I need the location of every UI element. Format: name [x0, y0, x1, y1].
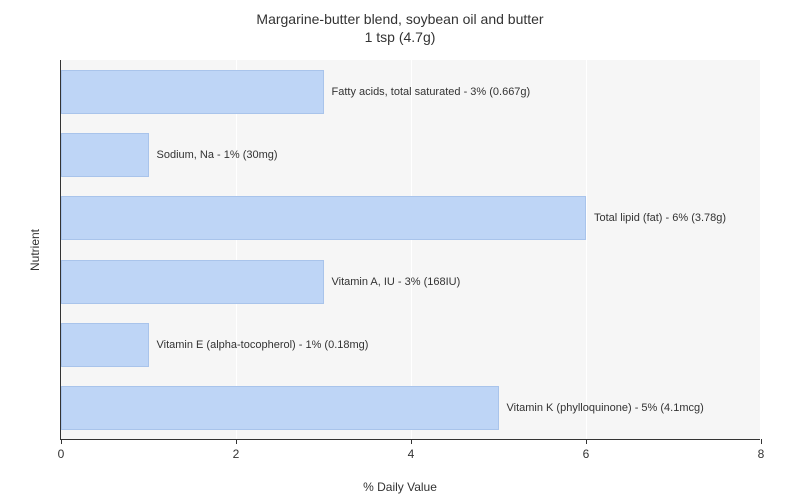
- gridline: [411, 60, 412, 439]
- x-tick: [411, 439, 412, 444]
- x-tick: [761, 439, 762, 444]
- x-tick: [61, 439, 62, 444]
- bar-label: Sodium, Na - 1% (30mg): [151, 133, 278, 177]
- x-tick-label: 4: [408, 447, 415, 461]
- x-tick: [236, 439, 237, 444]
- bar: [61, 260, 324, 304]
- bar-label: Fatty acids, total saturated - 3% (0.667…: [326, 70, 531, 114]
- x-tick-label: 8: [758, 447, 765, 461]
- y-axis-label: Nutrient: [28, 229, 42, 271]
- gridline: [586, 60, 587, 439]
- bar-label: Vitamin K (phylloquinone) - 5% (4.1mcg): [501, 386, 704, 430]
- nutrient-chart: Margarine-butter blend, soybean oil and …: [0, 0, 800, 500]
- x-tick-label: 0: [58, 447, 65, 461]
- bar: [61, 323, 149, 367]
- bar: [61, 70, 324, 114]
- chart-title-line1: Margarine-butter blend, soybean oil and …: [0, 10, 800, 28]
- gridline: [236, 60, 237, 439]
- bar-label: Vitamin E (alpha-tocopherol) - 1% (0.18m…: [151, 323, 369, 367]
- x-tick-label: 2: [233, 447, 240, 461]
- bar-label: Total lipid (fat) - 6% (3.78g): [588, 196, 726, 240]
- x-tick: [586, 439, 587, 444]
- bar-label: Vitamin A, IU - 3% (168IU): [326, 260, 461, 304]
- chart-title: Margarine-butter blend, soybean oil and …: [0, 10, 800, 46]
- x-tick-label: 6: [583, 447, 590, 461]
- gridline: [761, 60, 762, 439]
- x-axis-label: % Daily Value: [0, 480, 800, 494]
- bar: [61, 133, 149, 177]
- bar: [61, 196, 586, 240]
- plot-area: 02468Fatty acids, total saturated - 3% (…: [60, 60, 760, 440]
- chart-title-line2: 1 tsp (4.7g): [0, 28, 800, 46]
- bar: [61, 386, 499, 430]
